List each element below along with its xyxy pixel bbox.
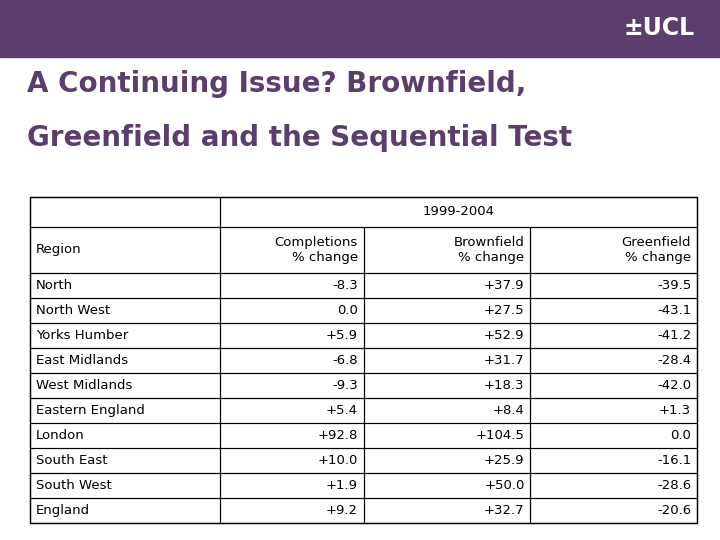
Text: -41.2: -41.2: [657, 329, 691, 342]
Text: +1.9: +1.9: [326, 479, 358, 492]
Text: London: London: [36, 429, 85, 442]
Text: North West: North West: [36, 303, 110, 316]
Text: +5.4: +5.4: [326, 404, 358, 417]
Text: North: North: [36, 279, 73, 292]
Text: 0.0: 0.0: [670, 429, 691, 442]
Text: -6.8: -6.8: [332, 354, 358, 367]
Text: -43.1: -43.1: [657, 303, 691, 316]
Text: South West: South West: [36, 479, 112, 492]
Text: Brownfield
% change: Brownfield % change: [454, 236, 524, 264]
Text: +1.3: +1.3: [659, 404, 691, 417]
Text: -9.3: -9.3: [332, 379, 358, 392]
Text: -28.6: -28.6: [657, 479, 691, 492]
Text: +92.8: +92.8: [318, 429, 358, 442]
Text: 0.0: 0.0: [337, 303, 358, 316]
Text: Region: Region: [36, 243, 81, 256]
Text: +104.5: +104.5: [476, 429, 524, 442]
Text: +32.7: +32.7: [484, 504, 524, 517]
Text: +25.9: +25.9: [484, 454, 524, 467]
Text: 1999-2004: 1999-2004: [423, 205, 495, 219]
Text: +9.2: +9.2: [326, 504, 358, 517]
Text: -39.5: -39.5: [657, 279, 691, 292]
Text: +31.7: +31.7: [484, 354, 524, 367]
Text: -20.6: -20.6: [657, 504, 691, 517]
Text: Greenfield
% change: Greenfield % change: [621, 236, 691, 264]
Text: Greenfield and the Sequential Test: Greenfield and the Sequential Test: [27, 124, 572, 152]
Text: +10.0: +10.0: [318, 454, 358, 467]
Text: England: England: [36, 504, 90, 517]
Text: A Continuing Issue? Brownfield,: A Continuing Issue? Brownfield,: [27, 70, 527, 98]
Text: +37.9: +37.9: [484, 279, 524, 292]
Text: +52.9: +52.9: [484, 329, 524, 342]
Text: ±UCL: ±UCL: [624, 16, 695, 40]
Text: +5.9: +5.9: [326, 329, 358, 342]
Text: +50.0: +50.0: [484, 479, 524, 492]
Text: Yorks Humber: Yorks Humber: [36, 329, 128, 342]
Text: East Midlands: East Midlands: [36, 354, 128, 367]
Text: South East: South East: [36, 454, 107, 467]
Text: -8.3: -8.3: [332, 279, 358, 292]
Text: -28.4: -28.4: [657, 354, 691, 367]
Text: West Midlands: West Midlands: [36, 379, 132, 392]
Text: +18.3: +18.3: [484, 379, 524, 392]
Text: -42.0: -42.0: [657, 379, 691, 392]
Text: Completions
% change: Completions % change: [274, 236, 358, 264]
Text: Eastern England: Eastern England: [36, 404, 145, 417]
Text: +27.5: +27.5: [484, 303, 524, 316]
Text: +8.4: +8.4: [492, 404, 524, 417]
Text: -16.1: -16.1: [657, 454, 691, 467]
